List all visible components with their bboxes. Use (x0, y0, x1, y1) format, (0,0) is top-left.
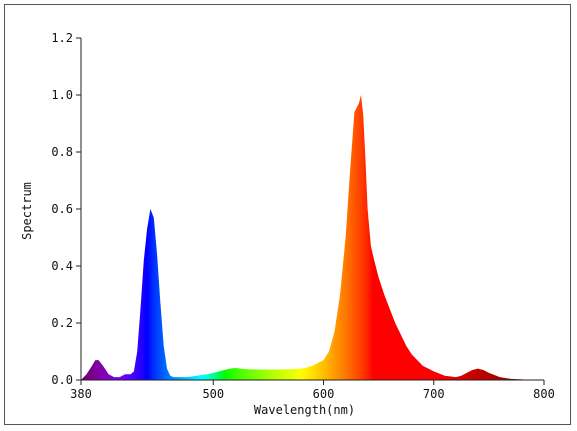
y-tick-label: 0.8 (51, 145, 73, 159)
x-tick-label: 800 (533, 387, 555, 401)
y-tick-label: 0.6 (51, 202, 73, 216)
x-tick-label: 380 (70, 387, 92, 401)
y-tick-label: 0.4 (51, 259, 73, 273)
x-tick-label: 500 (202, 387, 224, 401)
x-tick-label: 600 (313, 387, 335, 401)
spectrum-area (81, 95, 544, 380)
spectrum-chart: 380 500 600 700 800 0.0 0.2 0.4 0.6 0.8 1.0 1.2 Wave… (20, 31, 555, 417)
y-tick-label: 1.0 (51, 88, 73, 102)
y-axis-title: Spectrum (20, 182, 34, 240)
y-tick-label: 1.2 (51, 31, 73, 45)
x-axis-title: Wavelength(nm) (254, 403, 355, 417)
y-tick-label: 0.0 (51, 373, 73, 387)
chart-frame: 380 500 600 700 800 0.0 0.2 0.4 0.6 0.8 1.0 1.2 Wave… (4, 4, 571, 425)
x-tick-label: 700 (423, 387, 445, 401)
y-tick-label: 0.2 (51, 316, 73, 330)
